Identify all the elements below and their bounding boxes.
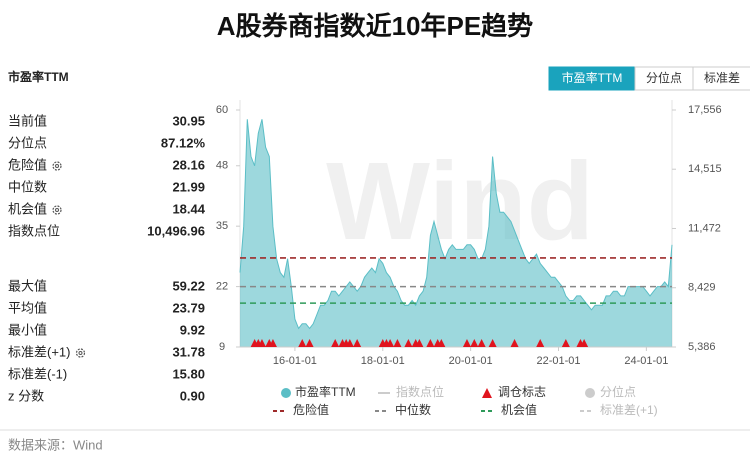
stat-label: 指数点位: [8, 223, 60, 238]
x-tick-label: 20-01-01: [449, 355, 493, 367]
stat-value: 31.78: [172, 344, 205, 359]
gear-icon: [75, 348, 86, 358]
signal-marker: [257, 339, 266, 347]
stat-label: 危险值: [8, 157, 47, 172]
signal-marker: [331, 339, 340, 347]
legend-label[interactable]: 分位点: [600, 384, 636, 399]
stat-label: 当前值: [8, 113, 47, 128]
tab-label[interactable]: 分位点: [646, 70, 682, 85]
y-tick-label: 35: [216, 220, 228, 232]
y-tick-label: 22: [216, 280, 228, 292]
legend-label[interactable]: 危险值: [293, 402, 329, 417]
gear-icon: [78, 351, 83, 355]
tab-label[interactable]: 标准差: [704, 71, 740, 85]
stat-label: 最小值: [8, 322, 47, 337]
signal-marker: [470, 339, 479, 347]
tab-label[interactable]: 市盈率TTM: [562, 70, 623, 85]
stat-value: 28.16: [172, 157, 205, 172]
gear-icon: [52, 161, 62, 171]
legend-label[interactable]: 市盈率TTM: [295, 384, 356, 399]
source: 数据来源：Wind: [8, 437, 103, 452]
legend-label[interactable]: 标准差(+1): [600, 403, 658, 417]
stat-value: 15.80: [172, 366, 205, 381]
signal-marker: [488, 339, 497, 347]
stat-label: 平均值: [8, 300, 47, 315]
page-title: A股券商指数近10年PE趋势: [217, 11, 533, 41]
signal-marker: [415, 339, 424, 347]
stat-value: 59.22: [172, 278, 205, 293]
y2-tick-label: 14,515: [688, 163, 722, 175]
signal-marker: [437, 339, 446, 347]
stat-value: 18.44: [172, 201, 205, 216]
signal-marker: [580, 339, 589, 347]
y-tick-label: 48: [216, 160, 228, 172]
stat-value: 10,496.96: [147, 223, 205, 238]
stat-label: 分位点: [8, 135, 47, 150]
signal-marker: [510, 339, 519, 347]
gear-icon: [55, 164, 60, 168]
signal-marker: [477, 339, 486, 347]
y2-tick-label: 11,472: [688, 222, 721, 234]
signal-marker: [353, 339, 362, 347]
gear-icon: [52, 205, 62, 215]
stat-value: 23.79: [172, 300, 205, 315]
stat-value: 30.95: [172, 113, 205, 128]
signal-marker: [393, 339, 402, 347]
y2-tick-label: 5,386: [688, 341, 716, 353]
y2-tick-label: 8,429: [688, 282, 716, 294]
signal-marker: [305, 339, 314, 347]
x-tick-label: 22-01-01: [536, 355, 580, 367]
x-tick-label: 18-01-01: [361, 355, 405, 367]
signal-marker: [386, 339, 395, 347]
signal-marker: [426, 339, 435, 347]
panel-title: 市盈率TTM: [8, 69, 69, 84]
gear-icon: [55, 208, 60, 212]
stat-value: 21.99: [172, 179, 205, 194]
stat-label: 标准差(+1): [8, 344, 70, 359]
y2-tick-label: 17,556: [688, 104, 722, 116]
legend-label[interactable]: 中位数: [395, 402, 431, 417]
legend-dot: [585, 388, 595, 398]
x-tick-label: 16-01-01: [273, 355, 317, 367]
legend-label[interactable]: 调仓标志: [498, 385, 546, 399]
legend-label[interactable]: 指数点位: [396, 384, 444, 399]
stat-label: 机会值: [8, 201, 47, 216]
line: [239, 119, 673, 330]
y-tick-label: 9: [219, 341, 225, 353]
x-tick-label: 24-01-01: [624, 355, 668, 367]
legend-label[interactable]: 机会值: [501, 402, 537, 417]
area: [240, 119, 672, 347]
signal-marker: [561, 339, 570, 347]
stat-label: 标准差(-1): [8, 366, 67, 381]
signal-marker: [462, 339, 471, 347]
y-tick-label: 60: [216, 104, 228, 116]
stat-value: 0.90: [180, 388, 205, 403]
legend-triangle: [482, 388, 492, 398]
stat-value: 87.12%: [161, 135, 206, 150]
stat-label: 中位数: [8, 179, 47, 194]
tab[interactable]: [692, 66, 750, 91]
stat-label: z 分数: [8, 388, 44, 403]
watermark: Wind: [326, 140, 594, 263]
signal-marker: [536, 339, 545, 347]
signal-marker: [345, 339, 354, 347]
legend-dot: [281, 388, 291, 398]
signal-marker: [404, 339, 413, 347]
signal-marker: [298, 339, 307, 347]
stat-label: 最大值: [8, 278, 47, 293]
signal-marker: [268, 339, 277, 347]
stat-value: 9.92: [180, 322, 205, 337]
